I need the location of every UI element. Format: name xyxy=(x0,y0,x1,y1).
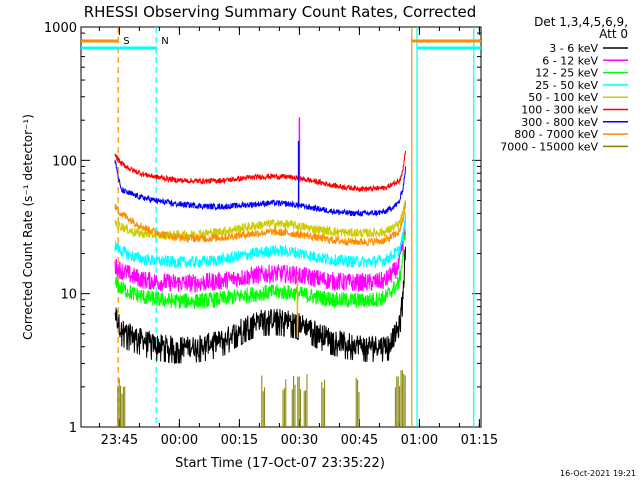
x-tick-label: 23:45 xyxy=(101,433,138,448)
series-line xyxy=(114,231,406,309)
legend-entry-label: 7000 - 15000 keV xyxy=(500,140,598,153)
y-tick-label: 10 xyxy=(60,288,77,303)
x-tick-label: 01:15 xyxy=(461,433,498,448)
plot-frame xyxy=(80,26,482,428)
y-tick-label: 1000 xyxy=(44,21,77,36)
legend-entry-label: 100 - 300 keV xyxy=(521,104,598,117)
x-tick-label: 00:45 xyxy=(341,433,378,448)
legend-entry-label: 50 - 100 keV xyxy=(528,91,598,104)
x-tick-label: 00:00 xyxy=(161,433,198,448)
legend-entry-label: 12 - 25 keV xyxy=(535,67,598,80)
annotation-label: S xyxy=(123,36,129,47)
y-tick-label: 100 xyxy=(52,154,77,169)
x-tick-label: 01:00 xyxy=(401,433,438,448)
series-line xyxy=(114,216,406,293)
legend-entry-label: 800 - 7000 keV xyxy=(514,128,598,141)
chart-title: RHESSI Observing Summary Count Rates, Co… xyxy=(84,3,477,21)
annotation-label: N xyxy=(161,36,168,47)
series-line xyxy=(114,246,406,364)
footer-timestamp: 16-Oct-2021 19:21 xyxy=(560,469,636,478)
y-tick-label: 1 xyxy=(69,421,77,436)
series-line xyxy=(114,201,406,247)
series-line xyxy=(114,212,406,269)
series-line xyxy=(114,150,406,193)
y-axis-label: Corrected Count Rate (s⁻¹ detector⁻¹) xyxy=(21,114,35,340)
legend-header-line-1: Det 1,3,4,5,6,9, xyxy=(534,15,628,29)
x-tick-label: 00:15 xyxy=(221,433,258,448)
x-tick-label: 00:30 xyxy=(281,433,318,448)
legend-entry-label: 3 - 6 keV xyxy=(549,42,598,55)
x-axis-label: Start Time (17-Oct-07 23:35:22) xyxy=(175,456,385,471)
series-line xyxy=(114,159,406,217)
legend-entry-label: 6 - 12 keV xyxy=(542,54,598,67)
legend-entry-label: 300 - 800 keV xyxy=(521,116,598,129)
legend-entry-label: 25 - 50 keV xyxy=(535,79,598,92)
legend-header-line-2: Att 0 xyxy=(599,27,628,41)
